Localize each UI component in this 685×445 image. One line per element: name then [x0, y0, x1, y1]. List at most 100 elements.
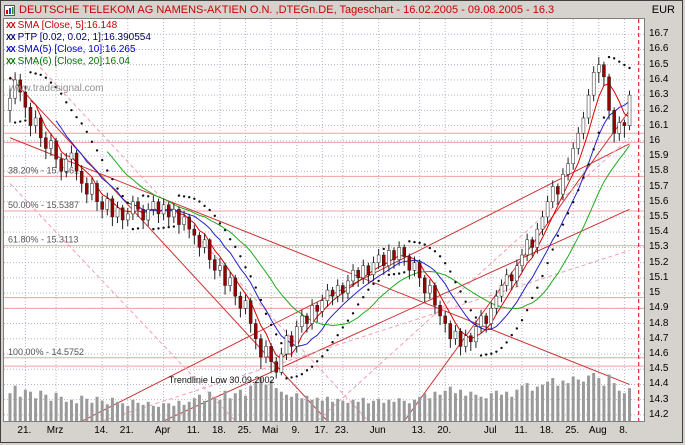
trendline[interactable]: [163, 208, 630, 421]
volume-bar: [233, 393, 237, 421]
ptp-dot: [500, 346, 503, 350]
candle-body: [597, 64, 601, 73]
candle-body: [525, 239, 529, 256]
volume-bar: [110, 397, 114, 421]
trendline[interactable]: [9, 183, 236, 421]
ptp-dot: [157, 227, 160, 230]
pane-title: DEUTSCHE TELEKOM AG NAMENS-AKTIEN O.N. ,…: [19, 4, 555, 16]
trendline[interactable]: [316, 137, 630, 421]
volume-bar: [510, 396, 514, 421]
sma-line-10[interactable]: [55, 100, 630, 347]
fib-level-label: 61.80% - 15.3113: [8, 235, 78, 245]
volume-bar: [64, 401, 68, 421]
candle-body: [166, 204, 171, 218]
price-axis[interactable]: 16.7 16.6 16.5 16.4 16.3 16.2 16.1 16 15.9 15.8 15…: [645, 18, 682, 422]
ptp-dot: [316, 360, 319, 363]
volume-bar: [448, 386, 452, 421]
time-axis[interactable]: 21. Mrz 14. 21. Apr 11. 18. 25. Mai 9. 17. 23. Jun 13…: [3, 422, 645, 440]
candle-body: [586, 94, 591, 119]
candle-body: [74, 152, 79, 172]
ptp-dot: [60, 92, 63, 95]
trendline[interactable]: [9, 137, 630, 385]
candle-body: [259, 338, 263, 358]
ptp-dot: [121, 194, 124, 198]
indicator-icon: XX: [6, 32, 16, 42]
ptp-dot: [346, 319, 350, 322]
candle-body: [443, 315, 447, 324]
volume-bar: [320, 400, 324, 421]
candle-body: [576, 132, 581, 149]
volume-bar: [126, 405, 130, 421]
ptp-dot: [505, 341, 508, 344]
ptp-dot: [541, 274, 544, 278]
candle-body: [28, 107, 33, 126]
volume-bar: [264, 384, 268, 421]
ptp-dot: [438, 255, 442, 258]
price-axis-label: 16.2: [649, 104, 669, 116]
ptp-dot: [495, 350, 498, 353]
volume-bar: [192, 398, 196, 421]
volume-bar: [551, 378, 555, 421]
price-axis-label: 15.9: [649, 150, 669, 162]
volume-bar: [131, 399, 135, 421]
ptp-dot: [54, 85, 58, 89]
candle-body: [504, 274, 509, 286]
candle-body: [448, 323, 453, 340]
ptp-dot: [295, 375, 298, 378]
candle-body: [79, 171, 84, 184]
ptp-dot: [490, 352, 493, 355]
time-axis-label: 20.: [437, 425, 452, 436]
ptp-dot: [29, 71, 32, 74]
volume-bar: [484, 398, 488, 421]
ptp-dot: [65, 101, 68, 104]
time-axis-label: 14.: [94, 425, 109, 436]
candle-body: [433, 285, 437, 306]
candle-body: [622, 122, 627, 126]
legend-item[interactable]: XX PTP [0.02, 0.02, 1]:16.390554: [6, 31, 151, 43]
sma-line-5[interactable]: [30, 83, 630, 359]
volume-bar: [177, 400, 181, 421]
volume-bar: [587, 375, 591, 421]
ptp-dot: [336, 334, 339, 337]
ptp-dot: [582, 176, 585, 179]
time-axis-label: 23.: [334, 425, 349, 436]
legend-item[interactable]: XX SMA(6) [Close, 20]:16.04: [6, 55, 151, 67]
ptp-dot: [8, 77, 12, 80]
candle-body: [120, 207, 125, 221]
legend-item[interactable]: XX SMA(5) [Close, 10]:16.265: [6, 43, 151, 55]
volume-bar: [59, 396, 63, 421]
candlestick-chart[interactable]: 38.20% - 15.7661 50.00% - 15.5387 61.80% -…: [4, 19, 644, 421]
candle-body: [59, 158, 63, 172]
candle-body: [156, 201, 161, 215]
candle-body: [105, 198, 110, 210]
volume-bar: [116, 401, 120, 421]
volume-bar: [90, 402, 94, 421]
ptp-dot: [444, 262, 447, 265]
candle-body: [602, 64, 606, 78]
candle-body: [100, 201, 104, 210]
trendline[interactable]: [102, 249, 630, 421]
volume-bar: [628, 388, 632, 421]
candle-body: [289, 335, 294, 347]
ptp-dot: [13, 121, 17, 124]
chart-annotation[interactable]: Trendlinie Low 30.09.2002: [169, 375, 275, 385]
candle-body: [607, 76, 611, 111]
chart-plot-area[interactable]: 38.20% - 15.7661 50.00% - 15.5387 61.80% -…: [3, 18, 645, 422]
ptp-dot: [85, 130, 89, 133]
sma-line-20[interactable]: [106, 145, 630, 327]
legend-item[interactable]: XX SMA [Close, 5]:16.148: [6, 19, 151, 31]
candle-body: [44, 137, 48, 149]
trendline[interactable]: [10, 143, 630, 421]
volume-bar: [315, 397, 319, 421]
volume-bar: [382, 402, 386, 421]
volume-bar: [136, 402, 140, 421]
volume-bar: [167, 403, 171, 421]
volume-bar: [13, 385, 17, 421]
ptp-dot: [413, 240, 416, 244]
candle-body: [248, 300, 253, 324]
volume-bar: [622, 393, 626, 421]
ptp-dot: [290, 376, 293, 379]
volume-bar: [269, 380, 273, 421]
candle-body: [228, 277, 232, 286]
volume-bar: [244, 395, 248, 421]
